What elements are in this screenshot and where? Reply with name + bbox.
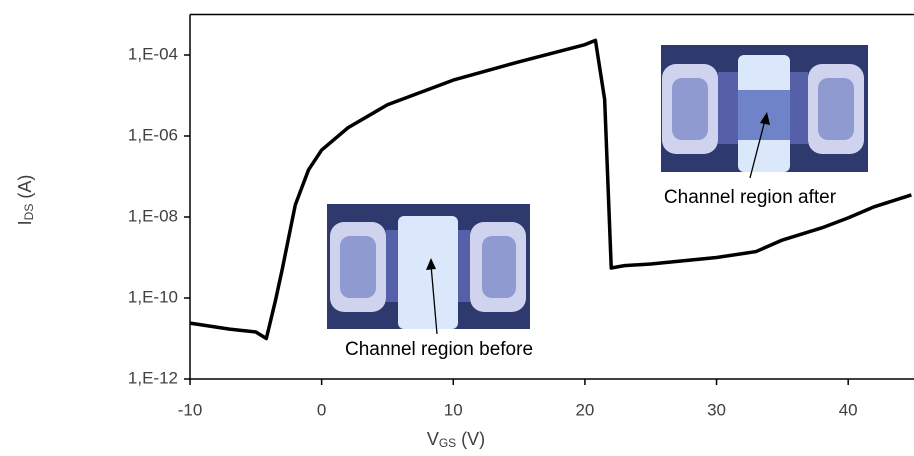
x-axis-label-main: V xyxy=(427,429,439,449)
y-axis-label-unit: (A) xyxy=(15,175,35,204)
y-tick-label: 1,E-06 xyxy=(128,125,178,144)
x-tick-label: -10 xyxy=(178,400,203,419)
annotation: Channel region after xyxy=(664,187,837,208)
y-tick-label: 1,E-12 xyxy=(128,368,178,387)
x-tick-label: 20 xyxy=(575,400,594,419)
x-axis-label-sub: GS xyxy=(439,436,456,450)
y-tick-label: 1,E-04 xyxy=(128,44,178,63)
y-axis-label-sub: DS xyxy=(22,204,36,221)
y-tick-label: 1,E-10 xyxy=(128,287,178,306)
x-tick-label: 30 xyxy=(707,400,726,419)
chart: Channel region before Channel region aft… xyxy=(0,0,914,456)
x-axis-label-unit: (V) xyxy=(456,429,485,449)
x-tick-label: 40 xyxy=(839,400,858,419)
y-axis-label: IDS (A) xyxy=(15,175,36,226)
inset-after xyxy=(661,45,868,172)
x-tick-label: 10 xyxy=(444,400,463,419)
x-tick-label: 0 xyxy=(317,400,326,419)
y-tick-label: 1,E-08 xyxy=(128,206,178,225)
x-axis-label: VGS (V) xyxy=(427,429,485,450)
annotation: Channel region before xyxy=(345,339,533,360)
